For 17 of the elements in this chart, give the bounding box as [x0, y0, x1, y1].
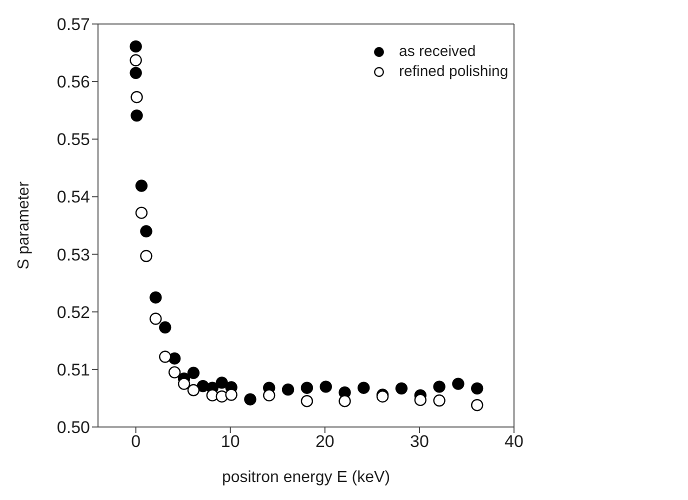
x-tick-label: 40 [504, 432, 524, 452]
y-tick-label: 0.50 [56, 418, 90, 438]
x-tick-label: 20 [315, 432, 334, 452]
y-tick-label: 0.52 [56, 302, 90, 322]
x-tick-label: 10 [220, 432, 240, 452]
x-axis-title: positron energy E (keV) [222, 469, 390, 486]
y-axis-title: S parameter [16, 180, 33, 270]
y-tick-label: 0.54 [56, 188, 90, 207]
legend-label: as received [399, 43, 476, 60]
y-tick-label: 0.53 [56, 245, 90, 264]
x-tick-label: 30 [410, 432, 429, 452]
y-tick-label: 0.56 [56, 72, 90, 92]
y-tick-label: 0.55 [56, 130, 90, 150]
x-tick-label: 0 [131, 432, 141, 452]
y-tick-label: 0.57 [56, 15, 90, 34]
y-tick-label: 0.51 [56, 360, 90, 380]
legend-label: refined polishing [399, 63, 508, 80]
